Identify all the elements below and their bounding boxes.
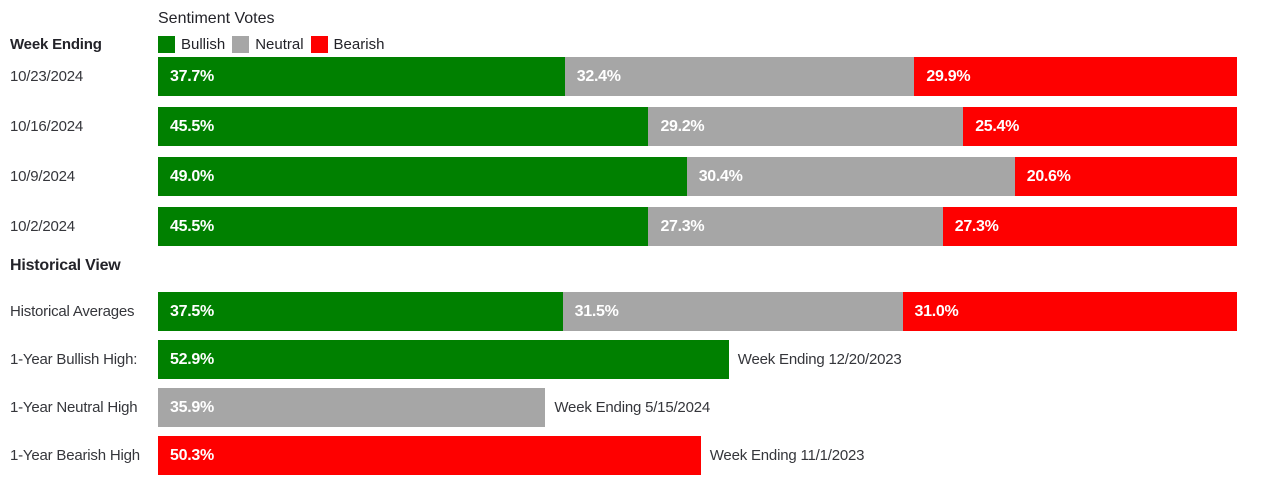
bullish-bar-segment: 45.5%: [158, 107, 649, 146]
bar-value-label: 31.5%: [574, 302, 619, 320]
historical-rows: Historical Averages 37.5% 31.5% 31.0% 1-Year…: [0, 292, 1272, 475]
chart-header: Week Ending Sentiment Votes Bullish Neutr…: [0, 10, 1272, 57]
bar-value-label: 35.9%: [170, 398, 214, 416]
chart-row: 1-Year Bearish High 50.3% Week Ending 11/1…: [0, 436, 1272, 475]
chart-title: Sentiment Votes: [158, 10, 275, 27]
bullish-bar-segment: 37.5%: [158, 292, 563, 331]
neutral-bar-segment: 31.5%: [562, 292, 903, 331]
bearish-bar-segment: 31.0%: [902, 292, 1237, 331]
bar-stack: 52.9% Week Ending 12/20/2023: [158, 340, 1237, 379]
bar-annotation: Week Ending 12/20/2023: [737, 351, 902, 368]
legend-item-neutral: Neutral: [232, 36, 304, 53]
bar-value-label: 52.9%: [170, 350, 214, 368]
bar-stack: 37.7% 32.4% 29.9%: [158, 57, 1237, 96]
bullish-bar-segment: 37.7%: [158, 57, 565, 96]
legend-item-bearish: Bearish: [310, 36, 385, 53]
neutral-bar-segment: 32.4%: [564, 57, 915, 96]
bar-value-label: 20.6%: [1026, 167, 1071, 185]
bar-value-label: 45.5%: [170, 217, 214, 235]
neutral-bar-segment: 30.4%: [686, 157, 1015, 196]
week-ending-column-header: Week Ending: [10, 36, 102, 53]
neutral-bar-segment: 29.2%: [648, 107, 964, 146]
neutral-swatch-icon: [232, 36, 250, 53]
row-label: 1-Year Neutral High: [10, 399, 138, 416]
row-label: Historical Averages: [10, 303, 135, 320]
bar-stack: 37.5% 31.5% 31.0%: [158, 292, 1237, 331]
bar-value-label: 37.5%: [170, 302, 214, 320]
bar-stack: 50.3% Week Ending 11/1/2023: [158, 436, 1237, 475]
sentiment-votes-panel: Week Ending Sentiment Votes Bullish Neutr…: [0, 10, 1272, 475]
row-label: 1-Year Bearish High: [10, 447, 140, 464]
bearish-bar-segment: 29.9%: [914, 57, 1237, 96]
legend-label: Bearish: [333, 36, 385, 53]
bar-value-label: 25.4%: [975, 117, 1020, 135]
bullish-bar-segment: 49.0%: [158, 157, 687, 196]
bar-stack: 45.5% 27.3% 27.3%: [158, 207, 1237, 246]
historical-view-header: Historical View: [10, 257, 121, 274]
bearish-bar-segment: 25.4%: [963, 107, 1237, 146]
neutral-bar-segment: 27.3%: [648, 207, 943, 246]
chart-row: 1-Year Neutral High 35.9% Week Ending 5/15…: [0, 388, 1272, 427]
bearish-bar-segment: 27.3%: [942, 207, 1237, 246]
bar-value-label: 31.0%: [914, 302, 959, 320]
bar-stack: 45.5% 29.2% 25.4%: [158, 107, 1237, 146]
chart-row: 10/23/2024 37.7% 32.4% 29.9%: [0, 57, 1272, 96]
bullish-bar-segment: 45.5%: [158, 207, 649, 246]
title-block: Sentiment Votes Bullish Neutral Bearish: [158, 10, 391, 57]
weekly-rows: 10/23/2024 37.7% 32.4% 29.9% 10/16/2024 45.5%…: [0, 57, 1272, 246]
bar-value-label: 32.4%: [576, 67, 621, 85]
bar-value-label: 27.3%: [954, 217, 999, 235]
neutral-bar-segment: 35.9%: [158, 388, 546, 427]
bearish-bar-segment: 20.6%: [1014, 157, 1237, 196]
legend-label: Bullish: [181, 36, 226, 53]
bar-value-label: 37.7%: [170, 67, 214, 85]
row-label: 1-Year Bullish High:: [10, 351, 138, 368]
bearish-swatch-icon: [310, 36, 328, 53]
chart-row: Historical Averages 37.5% 31.5% 31.0%: [0, 292, 1272, 331]
bar-annotation: Week Ending 11/1/2023: [709, 447, 865, 464]
chart-row: 10/16/2024 45.5% 29.2% 25.4%: [0, 107, 1272, 146]
legend-item-bullish: Bullish: [158, 36, 225, 53]
legend: Bullish Neutral Bearish: [158, 36, 391, 53]
legend-label: Neutral: [255, 36, 304, 53]
row-label: 10/9/2024: [10, 168, 75, 185]
bullish-bar-segment: 52.9%: [158, 340, 729, 379]
bar-stack: 49.0% 30.4% 20.6%: [158, 157, 1237, 196]
bearish-bar-segment: 50.3%: [158, 436, 701, 475]
row-label: 10/23/2024: [10, 68, 84, 85]
row-label: 10/2/2024: [10, 218, 75, 235]
bar-value-label: 50.3%: [170, 446, 214, 464]
bar-value-label: 29.9%: [926, 67, 971, 85]
bar-value-label: 49.0%: [170, 167, 214, 185]
bar-value-label: 29.2%: [660, 117, 705, 135]
chart-row: 1-Year Bullish High: 52.9% Week Ending 12/…: [0, 340, 1272, 379]
bar-value-label: 27.3%: [660, 217, 705, 235]
row-label: 10/16/2024: [10, 118, 84, 135]
bar-value-label: 45.5%: [170, 117, 214, 135]
chart-row: 10/9/2024 49.0% 30.4% 20.6%: [0, 157, 1272, 196]
bar-annotation: Week Ending 5/15/2024: [554, 399, 711, 416]
bar-value-label: 30.4%: [698, 167, 743, 185]
bullish-swatch-icon: [158, 36, 175, 53]
bar-stack: 35.9% Week Ending 5/15/2024: [158, 388, 1237, 427]
chart-row: 10/2/2024 45.5% 27.3% 27.3%: [0, 207, 1272, 246]
